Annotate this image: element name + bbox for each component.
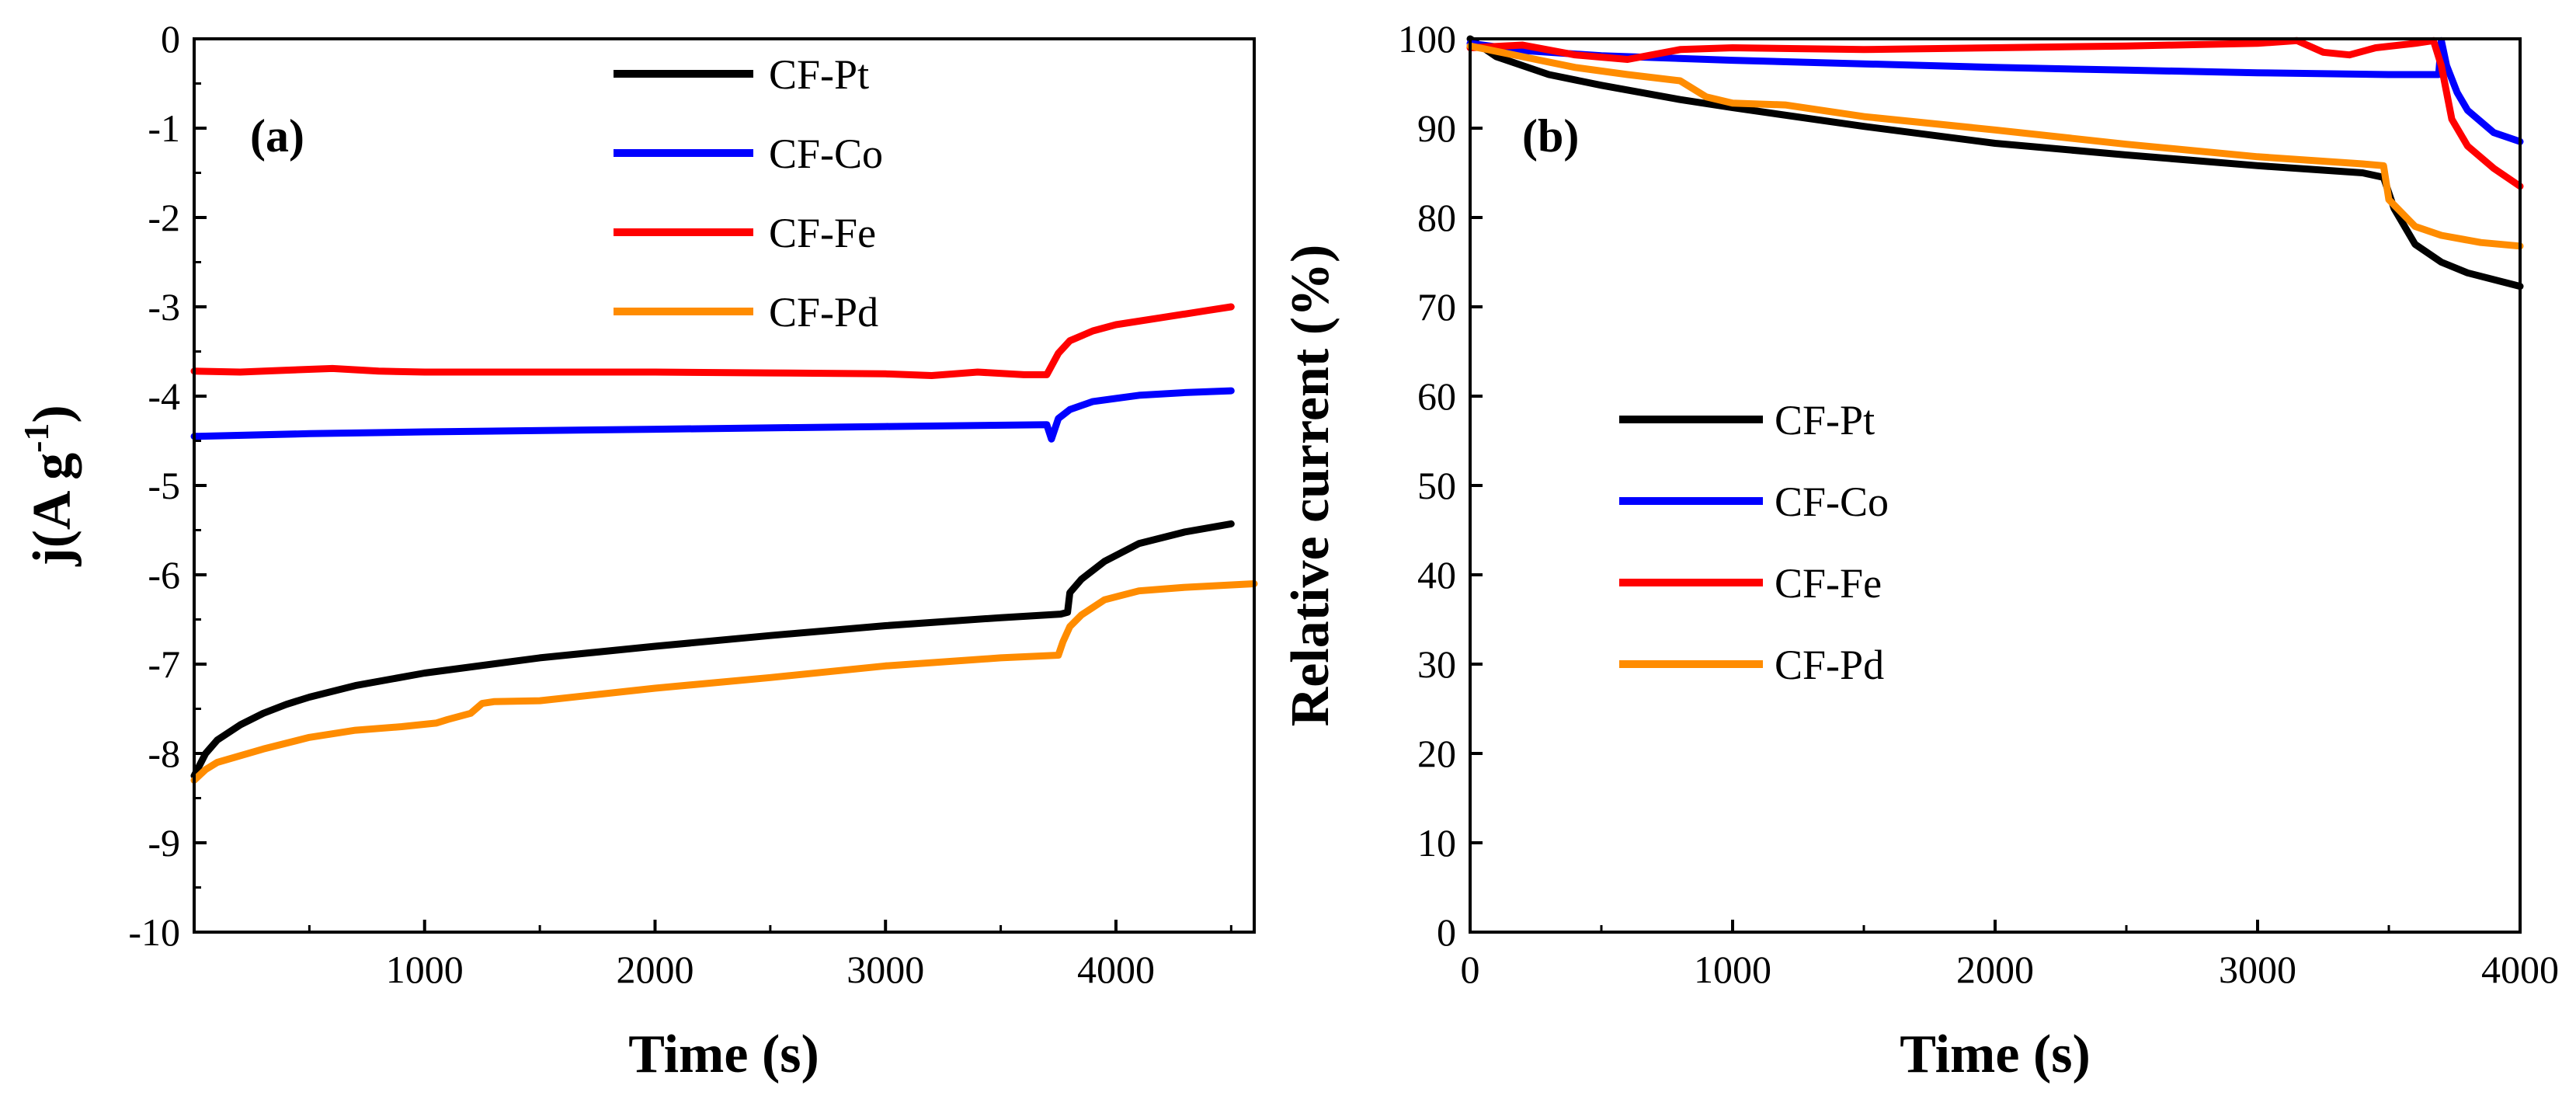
panel-b-series-cf-co-line [1466,37,2524,145]
panel-a-legend-label-cf-co: CF-Co [769,130,883,177]
panel-b-y-axis-title: Relative current (%) [1281,245,1340,727]
panel-a-y-tick-label: -6 [148,553,180,597]
panel-a-series-cf-pt-line [190,520,1235,780]
panel-a-y-tick-label: -2 [148,196,180,239]
panel-a-legend-label-cf-pt: CF-Pt [769,51,869,98]
panel-a-y-tick-label: -10 [128,910,180,954]
panel-b-series-cf-pt-line [1466,35,2524,291]
panel-a: 0 -1 -2 -3 -4 -5 -6 -7 -8 -9 -10 1000 2000 3000 4000 (… [16,17,1258,1084]
panel-b-label: (b) [1522,110,1579,162]
panel-b-x-tick-label: 2000 [1956,948,2034,991]
panel-a-x-tick-label: 3000 [846,948,924,991]
panel-a-plot-frame [193,37,1256,934]
panel-a-x-tick-label: 1000 [386,948,464,991]
panel-b-y-tick-label: 40 [1417,553,1456,597]
panel-b-y-tick-label: 30 [1417,642,1456,686]
panel-b-series-group [1466,35,2524,291]
panel-a-ticks-group: 0 -1 -2 -3 -4 -5 -6 -7 -8 -9 -10 1000 2000 3000 4000 [128,17,1232,991]
panel-b-legend-label-cf-co: CF-Co [1775,478,1889,525]
panel-a-series-cf-co-line [190,387,1235,443]
panel-b-y-tick-label: 50 [1417,464,1456,507]
panel-a-y-axis-title: j(A g-1) [16,405,82,566]
panel-a-x-axis-title: Time (s) [628,1025,819,1084]
panel-b-legend-label-cf-fe: CF-Fe [1775,560,1882,607]
panel-b-series-cf-fe-line [1466,37,2524,190]
panel-b-y-tick-label: 60 [1417,374,1456,418]
panel-a-series-cf-pd-line [190,580,1258,784]
panel-a-y-tick-label: -8 [148,732,180,775]
panel-a-y-axis-title-superscript: -1 [16,423,56,453]
panel-a-series-cf-fe-line [190,303,1235,379]
panel-b-x-tick-label: 1000 [1694,948,1771,991]
panel-a-y-axis-title-main: j(A g [23,453,82,567]
panel-a-y-tick-label: -9 [148,821,180,865]
panel-b-legend-label-cf-pt: CF-Pt [1775,397,1875,444]
panel-a-y-axis-title-suffix: ) [23,405,82,423]
panel-a-label: (a) [250,110,304,162]
panel-a-y-tick-label: -1 [148,106,180,150]
panel-b-y-tick-label: 20 [1417,732,1456,775]
panel-a-legend: CF-Pt CF-Co CF-Fe CF-Pd [614,51,883,336]
panel-a-y-tick-label: -3 [148,285,180,329]
panel-b-y-tick-label: 0 [1437,910,1456,954]
panel-a-x-tick-label: 4000 [1077,948,1155,991]
panel-b-x-tick-label: 3000 [2219,948,2296,991]
panel-a-y-tick-label: -7 [148,642,180,686]
panel-b-x-tick-label: 4000 [2481,948,2559,991]
panel-b-y-tick-label: 80 [1417,196,1456,239]
panel-a-y-tick-label: 0 [161,17,180,61]
panel-a-legend-label-cf-fe: CF-Fe [769,210,876,256]
panel-b-y-tick-label: 100 [1398,17,1456,61]
panel-b-x-axis-title: Time (s) [1900,1025,2091,1084]
panel-a-y-tick-label: -4 [148,374,180,418]
panel-b-y-tick-label: 70 [1417,285,1456,329]
panel-b-legend: CF-Pt CF-Co CF-Fe CF-Pd [1619,397,1889,688]
panel-b-x-tick-label: 0 [1461,948,1480,991]
panel-b-y-tick-label: 10 [1417,821,1456,865]
panel-a-x-tick-label: 2000 [616,948,694,991]
panel-a-legend-label-cf-pd: CF-Pd [769,289,878,336]
panel-a-y-tick-label: -5 [148,464,180,507]
panel-b-legend-label-cf-pd: CF-Pd [1775,642,1884,688]
panel-b-y-tick-label: 90 [1417,106,1456,150]
panel-b-series-cf-pd-line [1466,42,2524,250]
panel-a-series-group [190,303,1258,784]
